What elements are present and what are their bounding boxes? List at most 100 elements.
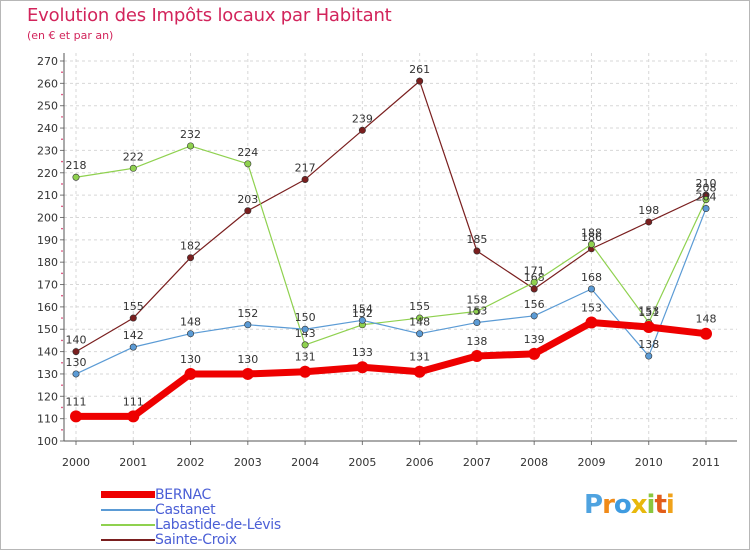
data-label-bernac-2001: 111 xyxy=(123,395,144,408)
data-label-sainte-croix-2001: 155 xyxy=(123,300,144,313)
point-castanet-2006 xyxy=(416,330,424,338)
y-minor-tick-175 xyxy=(61,272,63,275)
point-sainte-croix-2005 xyxy=(358,126,366,134)
point-sainte-croix-2010 xyxy=(645,218,653,226)
point-bernac-2010 xyxy=(642,321,655,333)
point-bernac-2005 xyxy=(356,361,369,374)
x-tick-label-2005: 2005 xyxy=(348,456,376,469)
y-minor-tick-185 xyxy=(61,250,63,252)
point-labastide-de-l-vis-2002 xyxy=(187,142,195,150)
data-label-castanet-2008: 156 xyxy=(524,298,545,311)
data-label-sainte-croix-2000: 140 xyxy=(66,334,87,347)
y-tick-label-130: 130 xyxy=(37,368,58,381)
data-label-bernac-2007: 138 xyxy=(466,335,487,348)
data-label-sainte-croix-2004: 217 xyxy=(295,161,316,174)
data-label-sainte-croix-2007: 185 xyxy=(466,233,487,246)
data-label-sainte-croix-2002: 182 xyxy=(180,240,201,253)
y-tick-label-180: 180 xyxy=(37,256,58,269)
y-minor-tick-105 xyxy=(61,429,63,431)
point-labastide-de-l-vis-2008 xyxy=(530,278,538,286)
point-sainte-croix-2003 xyxy=(244,207,252,215)
x-tick-label-2011: 2011 xyxy=(692,456,720,469)
data-label-bernac-2002: 130 xyxy=(180,353,201,366)
data-label-labastide-de-l-vis-2010: 153 xyxy=(638,305,659,318)
data-label-labastide-de-l-vis-2000: 218 xyxy=(66,159,87,172)
point-labastide-de-l-vis-2004 xyxy=(301,341,309,349)
data-label-labastide-de-l-vis-2003: 224 xyxy=(237,146,258,159)
point-sainte-croix-2007 xyxy=(473,247,481,255)
y-tick-label-210: 210 xyxy=(37,189,58,202)
x-tick-label-2010: 2010 xyxy=(635,456,663,469)
data-label-labastide-de-l-vis-2002: 232 xyxy=(180,128,201,141)
point-labastide-de-l-vis-2001 xyxy=(129,164,137,172)
y-tick-label-200: 200 xyxy=(37,211,58,224)
y-minor-tick-215 xyxy=(61,183,63,185)
data-label-bernac-2000: 111 xyxy=(66,395,87,408)
data-label-sainte-croix-2008: 168 xyxy=(524,271,545,284)
point-castanet-2004 xyxy=(301,325,309,333)
point-castanet-2002 xyxy=(187,330,195,338)
series-line-labastide-de-l-vis xyxy=(75,145,707,346)
data-label-castanet-2009: 168 xyxy=(581,271,602,284)
point-castanet-2008 xyxy=(530,312,538,320)
point-castanet-2003 xyxy=(244,321,252,329)
x-tick-label-2008: 2008 xyxy=(520,456,548,469)
data-label-bernac-2009: 153 xyxy=(581,302,602,315)
point-castanet-2009 xyxy=(587,285,595,293)
data-label-bernac-2006: 131 xyxy=(409,351,430,364)
y-minor-tick-195 xyxy=(61,227,63,230)
point-bernac-2001 xyxy=(127,410,140,423)
series-line-bernac xyxy=(72,319,710,420)
data-label-sainte-croix-2005: 239 xyxy=(352,112,373,125)
point-sainte-croix-2008 xyxy=(530,285,538,293)
x-tick-label-2002: 2002 xyxy=(177,456,205,469)
point-bernac-2003 xyxy=(241,367,254,380)
y-minor-tick-255 xyxy=(61,93,63,96)
y-tick-label-220: 220 xyxy=(37,167,58,180)
data-label-castanet-2005: 154 xyxy=(352,302,373,315)
y-tick-label-160: 160 xyxy=(37,301,58,314)
data-label-labastide-de-l-vis-2009: 188 xyxy=(581,226,602,239)
data-label-castanet-2010: 138 xyxy=(638,338,659,351)
chart-subtitle: (en € et par an) xyxy=(27,29,114,42)
data-label-castanet-2004: 150 xyxy=(295,311,316,324)
point-sainte-croix-2002 xyxy=(187,254,195,262)
y-tick-label-260: 260 xyxy=(37,77,58,90)
y-tick-label-270: 270 xyxy=(37,55,58,68)
y-minor-tick-155 xyxy=(61,317,63,319)
point-bernac-2000 xyxy=(70,410,82,423)
y-minor-tick-125 xyxy=(61,384,63,386)
data-label-castanet-2002: 148 xyxy=(180,316,201,329)
point-bernac-2004 xyxy=(299,365,312,378)
data-label-labastide-de-l-vis-2007: 158 xyxy=(466,293,487,306)
point-castanet-2001 xyxy=(129,343,137,351)
point-sainte-croix-2004 xyxy=(301,175,309,183)
x-tick-label-2004: 2004 xyxy=(291,456,319,469)
legend-label-castanet: Castanet xyxy=(155,502,216,518)
data-label-bernac-2011: 148 xyxy=(696,313,717,326)
data-label-bernac-2004: 131 xyxy=(295,351,316,364)
legend-swatch-labastide xyxy=(101,524,155,526)
data-label-labastide-de-l-vis-2005: 152 xyxy=(352,307,373,320)
y-tick-label-190: 190 xyxy=(37,234,58,247)
series-line-sainte-croix xyxy=(75,80,707,353)
point-labastide-de-l-vis-2000 xyxy=(72,173,80,181)
point-bernac-2008 xyxy=(528,347,541,360)
legend-swatch-sainte-croix xyxy=(101,539,155,541)
point-sainte-croix-2006 xyxy=(416,77,424,85)
x-tick-label-2009: 2009 xyxy=(577,456,605,469)
y-minor-tick-245 xyxy=(61,116,63,118)
x-tick-label-2007: 2007 xyxy=(463,456,491,469)
y-minor-tick-165 xyxy=(61,294,63,297)
data-label-labastide-de-l-vis-2006: 155 xyxy=(409,300,430,313)
legend-swatch-castanet xyxy=(101,509,155,511)
legend-label-sainte-croix: Sainte-Croix xyxy=(155,532,237,548)
data-label-castanet-2006: 148 xyxy=(409,316,430,329)
point-castanet-2011 xyxy=(702,205,710,213)
data-label-sainte-croix-2006: 261 xyxy=(409,63,430,76)
proxiti-logo: Proxiti xyxy=(584,490,675,520)
point-labastide-de-l-vis-2003 xyxy=(244,160,252,168)
point-castanet-2007 xyxy=(473,319,481,327)
legend-label-bernac: BERNAC xyxy=(155,487,211,503)
